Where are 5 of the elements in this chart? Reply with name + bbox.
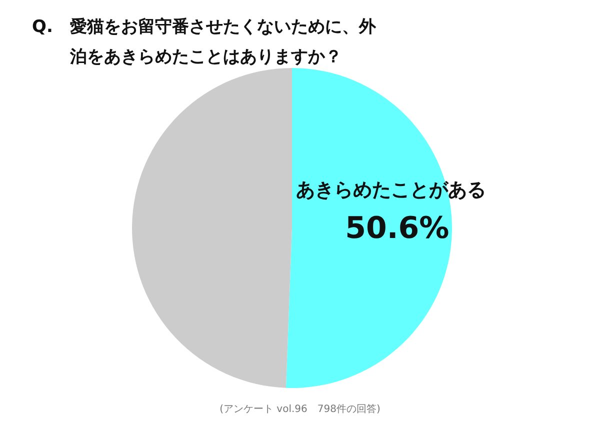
chart-title: Q. 愛猫をお留守番させたくないために、外泊をあきらめたことはありますか？ (32, 16, 377, 69)
text: (アンケート vol.96 798件の回答) (220, 403, 380, 415)
data-label: 50.6% (345, 210, 450, 246)
slice-label: あきらめたことがある (296, 178, 486, 201)
pie-slice (132, 68, 292, 388)
